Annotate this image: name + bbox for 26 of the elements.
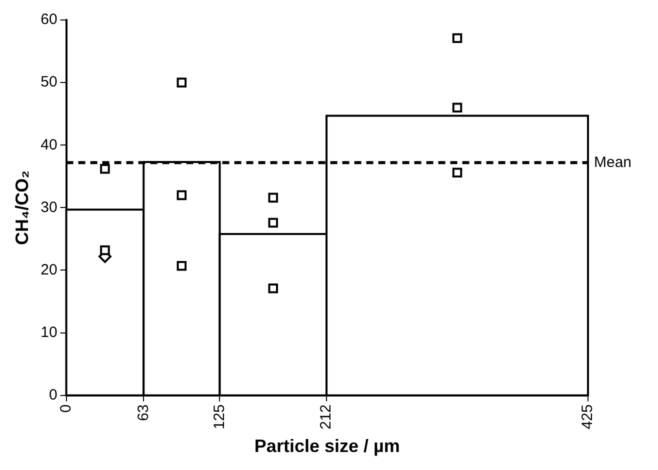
- point: [100, 245, 110, 256]
- point: [452, 102, 462, 112]
- point: [452, 33, 462, 44]
- point: [452, 168, 462, 178]
- point: [268, 218, 278, 228]
- ref-line-label: Mean: [594, 154, 632, 171]
- y-tick-label: 60: [40, 11, 58, 28]
- point: [268, 192, 278, 203]
- y-tick-label: 50: [40, 74, 58, 91]
- y-axis-title: CH₄/CO₂: [12, 170, 32, 245]
- x-tick-label: 212: [318, 404, 335, 430]
- y-tick-label: 30: [40, 198, 58, 216]
- x-tick-label: 63: [134, 404, 152, 422]
- point: [268, 284, 278, 294]
- x-tick-label: 425: [579, 404, 596, 430]
- y-tick-label: 0: [48, 386, 58, 404]
- point: [176, 260, 187, 271]
- point: [176, 78, 187, 88]
- y-tick-label: 40: [40, 136, 58, 154]
- x-tick-label: 0: [57, 404, 74, 413]
- x-tick-label: 125: [210, 404, 228, 430]
- point: [176, 190, 187, 200]
- y-tick-label: 10: [40, 324, 58, 341]
- y-tick-label: 20: [40, 261, 58, 278]
- point: [100, 164, 110, 174]
- x-axis-title: Particle size / µm: [254, 436, 400, 456]
